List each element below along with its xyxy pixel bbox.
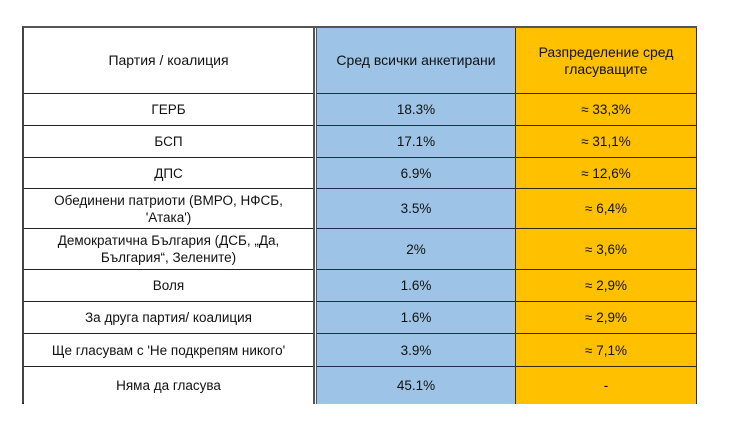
party-name: Воля	[24, 270, 313, 302]
all-respondents-value: 45.1%	[317, 367, 516, 404]
table-row: ДПС 6.9% ≈ 12,6%	[24, 158, 697, 189]
table-header-row: Партия / коалиция Сред всички анкетирани…	[24, 28, 697, 94]
voters-value: ≈ 7,1%	[516, 334, 697, 367]
all-respondents-value: 17.1%	[317, 126, 516, 158]
header-party: Партия / коалиция	[24, 28, 313, 94]
column-divider	[313, 367, 317, 404]
party-name: Ще гласувам с 'Не подкрепям никого'	[24, 334, 313, 367]
party-name: Няма да гласува	[24, 367, 313, 404]
all-respondents-value: 1.6%	[317, 270, 516, 302]
party-name: БСП	[24, 126, 313, 158]
column-divider	[313, 334, 317, 367]
party-name: ДПС	[24, 158, 313, 189]
column-divider	[313, 189, 317, 229]
table-row: ГЕРБ 18.3% ≈ 33,3%	[24, 94, 697, 126]
table-row: За друга партия/ коалиция 1.6% ≈ 2,9%	[24, 302, 697, 334]
table-row: Воля 1.6% ≈ 2,9%	[24, 270, 697, 302]
all-respondents-value: 3.5%	[317, 189, 516, 229]
voters-value: ≈ 2,9%	[516, 302, 697, 334]
voters-value: ≈ 3,6%	[516, 229, 697, 270]
table-row: Няма да гласува 45.1% -	[24, 367, 697, 404]
party-name: Обединени патриоти (ВМРО, НФСБ, 'Атака')	[24, 189, 313, 229]
all-respondents-value: 1.6%	[317, 302, 516, 334]
table-row: Ще гласувам с 'Не подкрепям никого' 3.9%…	[24, 334, 697, 367]
voters-value: ≈ 33,3%	[516, 94, 697, 126]
voters-value: ≈ 31,1%	[516, 126, 697, 158]
all-respondents-value: 6.9%	[317, 158, 516, 189]
all-respondents-value: 3.9%	[317, 334, 516, 367]
all-respondents-value: 2%	[317, 229, 516, 270]
column-divider	[313, 94, 317, 126]
party-name: За друга партия/ коалиция	[24, 302, 313, 334]
header-voters: Разпределение сред гласуващите	[516, 28, 697, 94]
voters-value: -	[516, 367, 697, 404]
column-divider	[313, 302, 317, 334]
column-divider	[313, 229, 317, 270]
party-name: ГЕРБ	[24, 94, 313, 126]
table-row: Демократична България (ДСБ, „Да, Българи…	[24, 229, 697, 270]
table-row: БСП 17.1% ≈ 31,1%	[24, 126, 697, 158]
all-respondents-value: 18.3%	[317, 94, 516, 126]
party-name: Демократична България (ДСБ, „Да, Българи…	[24, 229, 313, 270]
column-divider	[313, 158, 317, 189]
poll-results-table: Партия / коалиция Сред всички анкетирани…	[22, 26, 697, 404]
table-row: Обединени патриоти (ВМРО, НФСБ, 'Атака')…	[24, 189, 697, 229]
voters-value: ≈ 6,4%	[516, 189, 697, 229]
column-divider	[313, 270, 317, 302]
voters-value: ≈ 2,9%	[516, 270, 697, 302]
voters-value: ≈ 12,6%	[516, 158, 697, 189]
header-all-respondents: Сред всички анкетирани	[317, 28, 516, 94]
column-divider	[313, 28, 317, 94]
column-divider	[313, 126, 317, 158]
